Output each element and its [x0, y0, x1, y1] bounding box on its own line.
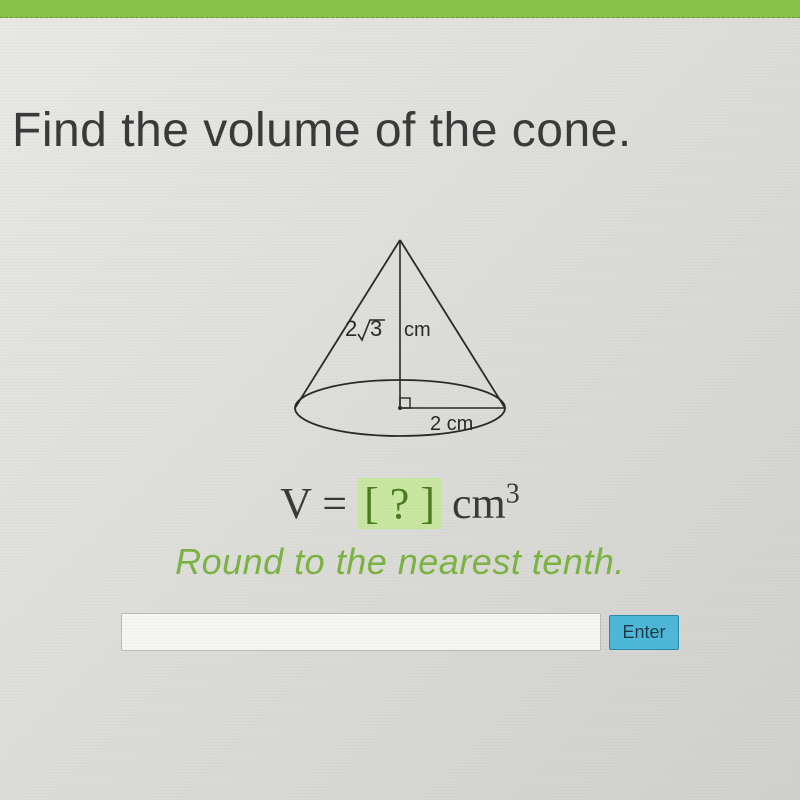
height-label-group: 2 3 cm [345, 316, 431, 341]
formula-equals: = [322, 479, 347, 528]
height-unit: cm [404, 319, 431, 341]
height-prefix: 2 [345, 316, 357, 341]
cone-diagram-container: 2 3 cm 2 cm [0, 228, 800, 448]
answer-input-row: Enter [0, 613, 800, 651]
answer-placeholder: [ ? ] [358, 478, 441, 529]
top-accent-bar [0, 0, 800, 18]
enter-button[interactable]: Enter [609, 615, 678, 650]
radius-label: 2 cm [430, 413, 473, 435]
content-area: Find the volume of the cone. 2 3 cm [0, 18, 800, 651]
height-radicand: 3 [370, 316, 382, 341]
formula-exponent: 3 [506, 478, 520, 509]
rounding-instruction: Round to the nearest tenth. [0, 541, 800, 583]
cone-diagram: 2 3 cm 2 cm [250, 228, 550, 448]
formula-line: V = [ ? ] cm3 [0, 478, 800, 529]
right-angle-marker [400, 398, 410, 408]
question-title: Find the volume of the cone. [0, 18, 800, 158]
center-point [398, 406, 402, 410]
formula-unit: cm [452, 479, 506, 528]
answer-input[interactable] [121, 613, 601, 651]
formula-variable: V [280, 479, 311, 528]
